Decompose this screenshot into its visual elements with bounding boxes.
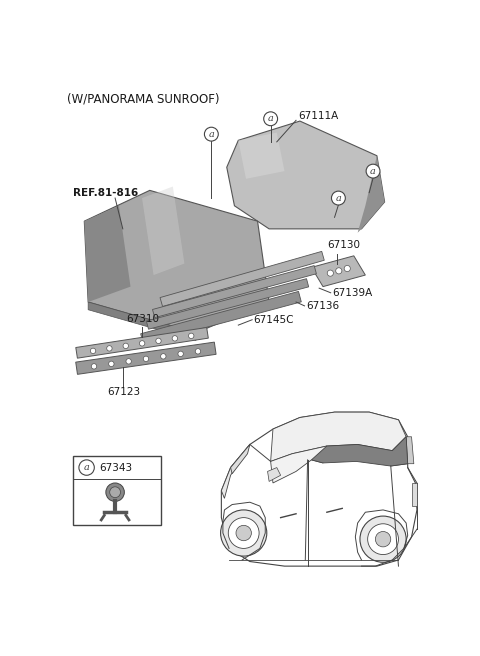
Circle shape (195, 348, 201, 354)
Polygon shape (391, 437, 408, 466)
Polygon shape (230, 445, 250, 474)
Circle shape (327, 270, 334, 276)
Text: a: a (370, 167, 376, 176)
Polygon shape (227, 121, 384, 229)
Circle shape (264, 112, 277, 126)
Circle shape (91, 363, 96, 369)
Circle shape (90, 348, 96, 354)
Polygon shape (84, 206, 131, 302)
Text: REF.81-816: REF.81-816 (73, 188, 138, 197)
Text: 67130: 67130 (327, 241, 360, 251)
Polygon shape (411, 483, 417, 506)
Circle shape (126, 359, 132, 364)
Polygon shape (146, 279, 309, 329)
Circle shape (108, 361, 114, 367)
Circle shape (161, 354, 166, 359)
Circle shape (336, 268, 342, 274)
Polygon shape (141, 291, 301, 344)
Polygon shape (160, 251, 324, 306)
Text: 67310: 67310 (127, 314, 160, 323)
Circle shape (156, 338, 161, 344)
Circle shape (221, 510, 267, 556)
Text: 67139A: 67139A (332, 288, 372, 298)
Circle shape (172, 336, 178, 341)
Polygon shape (88, 302, 196, 340)
Circle shape (236, 525, 252, 541)
Circle shape (178, 351, 183, 356)
Polygon shape (221, 412, 417, 566)
Text: 67123: 67123 (108, 387, 141, 397)
Polygon shape (271, 446, 327, 483)
Circle shape (344, 266, 350, 272)
Circle shape (189, 333, 194, 338)
Polygon shape (312, 256, 365, 287)
Polygon shape (271, 412, 406, 461)
Text: a: a (268, 114, 274, 123)
Circle shape (106, 483, 124, 501)
Text: a: a (84, 463, 90, 472)
Circle shape (228, 518, 259, 548)
Circle shape (375, 531, 391, 547)
Polygon shape (142, 186, 184, 275)
Circle shape (332, 191, 345, 205)
Circle shape (107, 346, 112, 351)
Bar (73, 456, 161, 525)
Polygon shape (238, 133, 285, 179)
Text: (W/PANORAMA SUNROOF): (W/PANORAMA SUNROOF) (67, 92, 220, 106)
Circle shape (139, 340, 145, 346)
Text: 67136: 67136 (306, 301, 339, 311)
Circle shape (368, 523, 398, 554)
Polygon shape (76, 342, 216, 375)
Circle shape (204, 127, 218, 141)
Circle shape (144, 356, 149, 361)
Circle shape (110, 487, 120, 498)
Polygon shape (153, 266, 316, 318)
Polygon shape (406, 437, 414, 464)
Text: 67111A: 67111A (299, 111, 338, 121)
Polygon shape (267, 468, 281, 482)
Polygon shape (312, 437, 408, 466)
Polygon shape (84, 190, 269, 333)
Polygon shape (76, 327, 208, 358)
Circle shape (360, 516, 406, 562)
Text: a: a (208, 130, 214, 138)
Text: 67145C: 67145C (254, 315, 294, 325)
Circle shape (79, 460, 94, 475)
Circle shape (123, 343, 129, 348)
Text: a: a (336, 194, 341, 203)
Polygon shape (221, 445, 250, 499)
Text: 67343: 67343 (100, 462, 133, 472)
Polygon shape (358, 155, 384, 233)
Circle shape (366, 164, 380, 178)
